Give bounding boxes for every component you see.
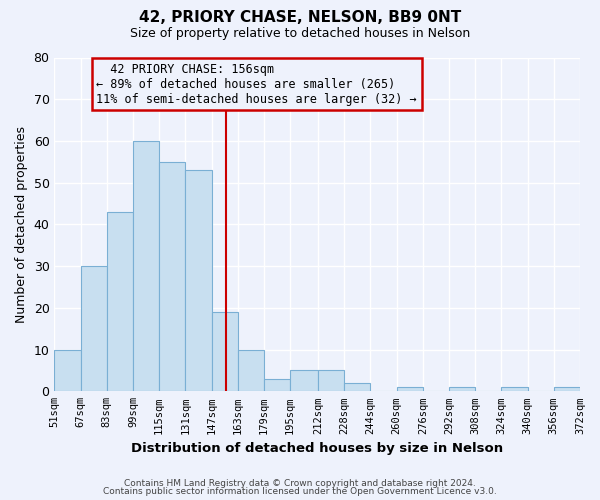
Bar <box>264 379 290 392</box>
Bar <box>344 383 370 392</box>
Bar <box>55 350 80 392</box>
Bar <box>212 312 238 392</box>
Bar <box>397 387 423 392</box>
Bar <box>133 141 159 392</box>
Text: Contains public sector information licensed under the Open Government Licence v3: Contains public sector information licen… <box>103 488 497 496</box>
Bar <box>449 387 475 392</box>
Y-axis label: Number of detached properties: Number of detached properties <box>15 126 28 323</box>
Bar <box>554 387 580 392</box>
Bar <box>502 387 527 392</box>
Text: Contains HM Land Registry data © Crown copyright and database right 2024.: Contains HM Land Registry data © Crown c… <box>124 478 476 488</box>
Text: 42, PRIORY CHASE, NELSON, BB9 0NT: 42, PRIORY CHASE, NELSON, BB9 0NT <box>139 10 461 25</box>
Bar <box>159 162 185 392</box>
Bar <box>185 170 212 392</box>
Text: Size of property relative to detached houses in Nelson: Size of property relative to detached ho… <box>130 28 470 40</box>
X-axis label: Distribution of detached houses by size in Nelson: Distribution of detached houses by size … <box>131 442 503 455</box>
Bar <box>290 370 318 392</box>
Bar <box>107 212 133 392</box>
Bar <box>80 266 107 392</box>
Bar <box>318 370 344 392</box>
Bar <box>238 350 264 392</box>
Text: 42 PRIORY CHASE: 156sqm  
← 89% of detached houses are smaller (265)
11% of semi: 42 PRIORY CHASE: 156sqm ← 89% of detache… <box>97 62 417 106</box>
